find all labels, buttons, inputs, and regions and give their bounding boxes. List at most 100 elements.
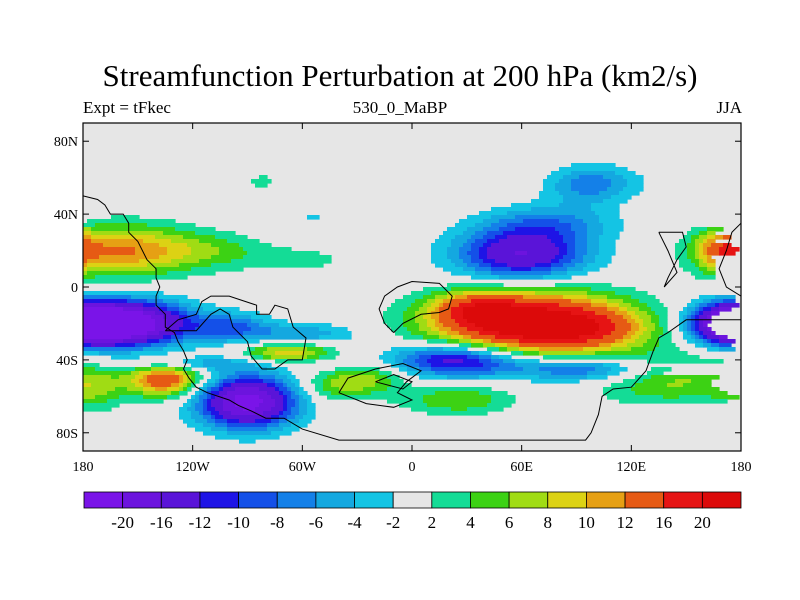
contour-cell	[559, 247, 568, 252]
contour-cell	[587, 243, 600, 248]
contour-cell	[427, 323, 436, 328]
contour-cell	[463, 259, 472, 264]
contour-cell	[135, 367, 152, 372]
contour-cell	[291, 387, 300, 392]
contour-cell	[431, 315, 440, 320]
contour-cell	[703, 239, 708, 244]
contour-cell	[591, 207, 620, 212]
contour-cell	[447, 255, 460, 260]
contour-cell	[471, 235, 484, 240]
contour-cell	[151, 363, 168, 368]
contour-cell	[563, 175, 580, 180]
contour-cell	[459, 247, 472, 252]
contour-cell	[327, 375, 340, 380]
contour-cell	[719, 347, 736, 352]
contour-cell	[227, 391, 268, 396]
contour-cell	[319, 355, 336, 360]
contour-cell	[463, 243, 472, 248]
contour-cell	[607, 303, 620, 308]
contour-cell	[687, 319, 692, 324]
contour-cell	[411, 331, 428, 336]
contour-cell	[703, 331, 712, 336]
contour-cell	[655, 323, 660, 328]
contour-cell	[327, 351, 340, 356]
contour-cell	[459, 251, 468, 256]
contour-cell	[679, 259, 692, 264]
contour-cell	[479, 263, 492, 268]
contour-cell	[467, 251, 480, 256]
contour-cell	[435, 391, 480, 396]
contour-cell	[275, 403, 284, 408]
contour-cell	[83, 299, 128, 304]
contour-cell	[711, 331, 716, 336]
contour-cell	[679, 319, 684, 324]
contour-cell	[583, 255, 596, 260]
contour-cell	[239, 375, 260, 380]
contour-cell	[547, 307, 584, 312]
contour-cell	[135, 383, 144, 388]
contour-cell	[479, 211, 508, 216]
contour-cell	[679, 239, 692, 244]
contour-cell	[107, 399, 164, 404]
contour-cell	[211, 263, 324, 268]
contour-cell	[211, 375, 220, 380]
contour-cell	[307, 215, 320, 220]
contour-cell	[203, 359, 232, 364]
contour-cell	[235, 399, 264, 404]
contour-cell	[483, 235, 496, 240]
contour-cell	[599, 247, 616, 252]
x-tick-label: 60W	[289, 460, 317, 475]
contour-cell	[719, 247, 740, 252]
contour-cell	[619, 399, 728, 404]
contour-cell	[287, 375, 296, 380]
contour-cell	[507, 347, 520, 352]
contour-cell	[463, 231, 476, 236]
y-tick-label: 0	[71, 281, 78, 296]
contour-cell	[399, 403, 428, 408]
contour-cell	[143, 395, 168, 400]
contour-cell	[451, 259, 464, 264]
contour-cell	[543, 355, 700, 360]
contour-cell	[619, 307, 628, 312]
contour-cell	[135, 247, 168, 252]
contour-cell	[435, 323, 444, 328]
contour-cell	[179, 375, 184, 380]
contour-cell	[599, 219, 624, 224]
contour-cell	[687, 251, 696, 256]
colorbar-box	[83, 491, 124, 509]
contour-cell	[575, 239, 588, 244]
contour-cell	[479, 351, 492, 356]
contour-cell	[499, 331, 596, 336]
contour-cell	[543, 275, 572, 280]
contour-cell	[179, 307, 188, 312]
contour-cell	[595, 331, 612, 336]
contour-cell	[695, 323, 700, 328]
contour-cell	[155, 327, 168, 332]
contour-cell	[199, 395, 208, 400]
contour-cell	[275, 399, 284, 404]
contour-cell	[699, 323, 704, 328]
contour-cell	[559, 191, 580, 196]
contour-cell	[143, 391, 172, 396]
contour-cell	[431, 243, 452, 248]
contour-cell	[159, 255, 184, 260]
coast-north-america	[164, 295, 307, 370]
contour-cell	[471, 351, 480, 356]
contour-cell	[243, 247, 292, 252]
colorbar-box	[354, 491, 394, 509]
contour-cell	[699, 319, 704, 324]
contour-cell	[599, 215, 620, 220]
contour-cell	[679, 327, 684, 332]
contour-cell	[499, 275, 544, 280]
contour-cell	[427, 347, 444, 352]
contour-cell	[603, 363, 620, 368]
contour-cell	[563, 195, 612, 200]
contour-cell	[695, 239, 704, 244]
contour-cell	[127, 387, 144, 392]
contour-field	[83, 123, 741, 451]
contour-cell	[375, 375, 388, 380]
contour-cell	[183, 255, 212, 260]
contour-cell	[655, 311, 668, 316]
contour-cell	[131, 335, 148, 340]
